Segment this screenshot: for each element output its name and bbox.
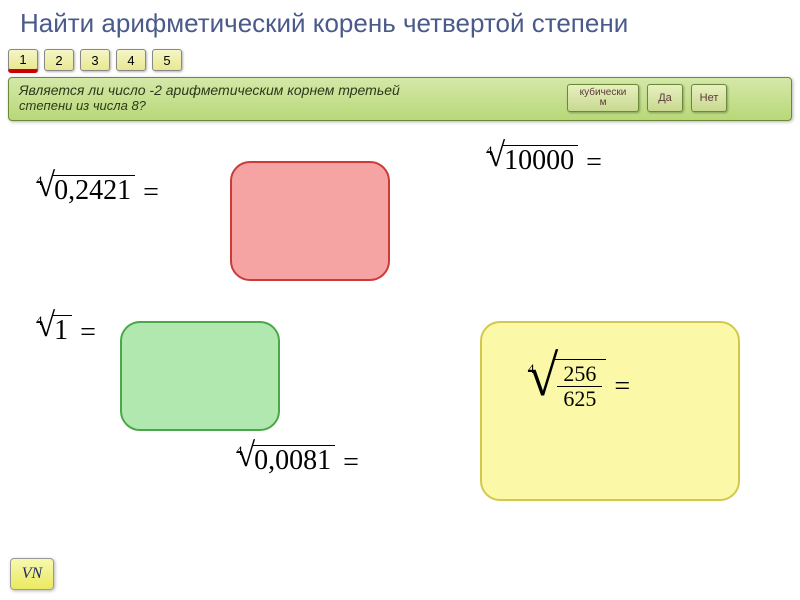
radical-icon: √ (237, 439, 256, 475)
radicand: 0,0081 (252, 445, 335, 477)
answer-box-red[interactable] (230, 161, 390, 281)
question-line1: Является ли число -2 арифметическим корн… (19, 82, 591, 99)
equals: = (586, 147, 602, 179)
equals: = (614, 371, 630, 403)
work-canvas: 4 √ 0,2421 = 4 √ 10000 = 4 √ 1 = 4 √ 0,0… (0, 121, 800, 581)
radicand: 1 (52, 315, 72, 347)
nav-tabs: 1 2 3 4 5 (0, 47, 800, 73)
answer-box-green[interactable] (120, 321, 280, 431)
badge-text: VN (22, 565, 42, 583)
radicand: 10000 (502, 145, 578, 177)
radical-icon: √ (37, 169, 56, 205)
tab-2[interactable]: 2 (44, 49, 74, 71)
tab-5[interactable]: 5 (152, 49, 182, 71)
question-bar: Является ли число -2 арифметическим корн… (8, 77, 792, 121)
radical-icon: √ (487, 139, 506, 175)
page-title: Найти арифметический корень четвертой ст… (0, 0, 800, 47)
title-text: Найти арифметический корень четвертой ст… (20, 8, 628, 38)
equals: = (143, 177, 159, 209)
equals: = (80, 317, 96, 349)
answer-button-yes[interactable]: Да (647, 84, 683, 112)
expr-3: 4 √ 1 = (30, 311, 96, 347)
expr-4: 4 √ 0,0081 = (230, 441, 359, 477)
question-line2: степени из числа 8? (19, 98, 146, 113)
answer-button-no[interactable]: Нет (691, 84, 727, 112)
radical-icon: √ (37, 309, 56, 345)
radicand-fraction: 256 625 (555, 359, 606, 411)
tab-4[interactable]: 4 (116, 49, 146, 71)
answer-button-cubic[interactable]: кубическим (567, 84, 639, 112)
expr-5: 4 √ 256 625 = (520, 351, 630, 411)
fraction-numerator: 256 (557, 362, 602, 387)
tab-1[interactable]: 1 (8, 49, 38, 71)
equals: = (343, 447, 359, 479)
expr-1: 4 √ 0,2421 = (30, 171, 159, 207)
radicand: 0,2421 (52, 175, 135, 207)
tab-3[interactable]: 3 (80, 49, 110, 71)
radical-icon: √ (527, 347, 559, 407)
expr-2: 4 √ 10000 = (480, 141, 602, 177)
author-badge: VN (10, 558, 54, 590)
fraction-denominator: 625 (557, 387, 602, 411)
